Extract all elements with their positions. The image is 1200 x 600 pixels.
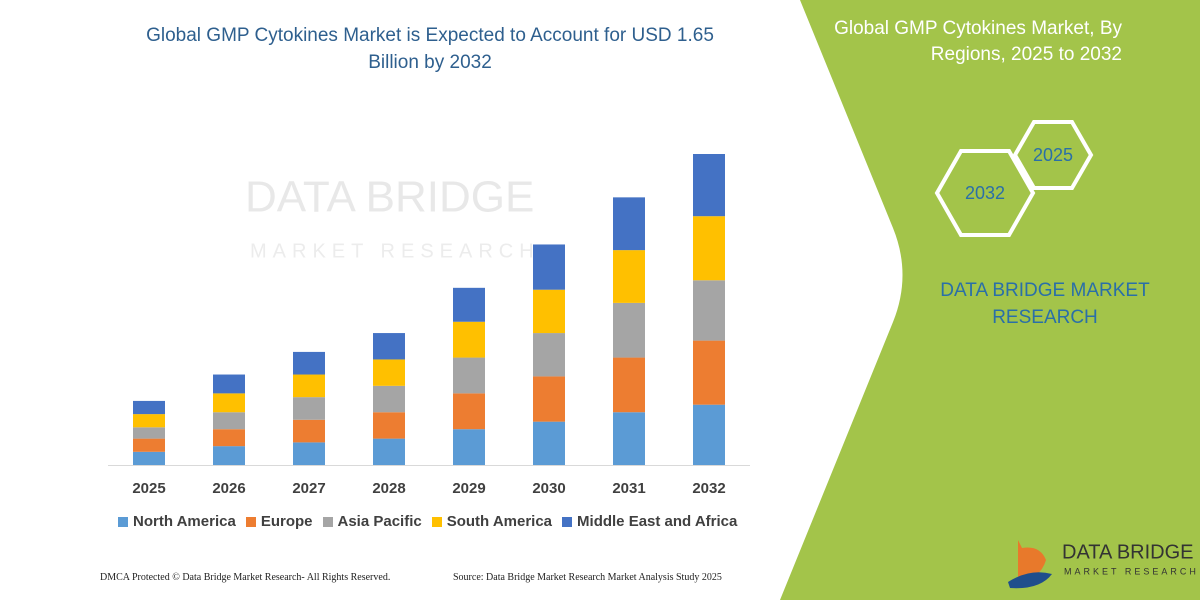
- bar-segment: [693, 340, 725, 405]
- x-tick-label: 2032: [692, 480, 725, 497]
- logo-tagline: MARKET RESEARCH: [1064, 566, 1199, 576]
- bar-segment: [213, 412, 245, 430]
- bar-segment: [133, 414, 165, 428]
- bar-segment: [693, 216, 725, 281]
- chart-title: Global GMP Cytokines Market is Expected …: [146, 25, 714, 73]
- logo-icon: [1008, 572, 1052, 589]
- watermark-name: DATA BRIDGE: [245, 173, 534, 222]
- x-tick-label: 2029: [452, 480, 485, 497]
- brand: DATA BRIDGE MARKET RESEARCH: [940, 280, 1150, 328]
- bar-segment: [213, 446, 245, 465]
- legend-label: South America: [446, 513, 553, 530]
- legend-label: Europe: [260, 513, 313, 530]
- bar-segment: [373, 359, 405, 386]
- bar-segment: [373, 385, 405, 413]
- bar-segment: [533, 333, 565, 377]
- footer-source: Source: Data Bridge Market Research Mark…: [453, 572, 722, 583]
- x-tick-label: 2030: [532, 480, 565, 497]
- bar-segment: [693, 404, 725, 465]
- bar-segment: [373, 412, 405, 439]
- hexagon: [934, 149, 1036, 237]
- legend-swatch: [322, 516, 333, 527]
- legend-item: Asia Pacific: [322, 513, 422, 530]
- bar-segment: [453, 393, 485, 430]
- legend-label: Asia Pacific: [337, 513, 422, 530]
- bar-segment: [613, 412, 645, 465]
- bar-segment: [293, 442, 325, 465]
- bar-segment: [533, 376, 565, 422]
- bar-segment: [533, 244, 565, 290]
- legend-label: Middle East and Africa: [577, 513, 738, 530]
- bar-segment: [213, 393, 245, 413]
- legend-item: Europe: [245, 513, 313, 530]
- bar-segment: [693, 280, 725, 341]
- bar-segment: [453, 429, 485, 465]
- footer-note: DMCA Protected © Data Bridge Market Rese…: [100, 572, 391, 583]
- bar-segment: [373, 333, 405, 360]
- legend-item: North America: [118, 513, 236, 530]
- panel-title: Global GMP Cytokines Market, By Regions,…: [834, 18, 1122, 65]
- hexagon-label: 2032: [965, 183, 1005, 203]
- bar-segment: [453, 287, 485, 322]
- bar-segment: [453, 321, 485, 358]
- logo-icon: [1018, 540, 1046, 580]
- bar-segment: [293, 419, 325, 443]
- x-tick-label: 2025: [132, 480, 165, 497]
- green-panel: [780, 0, 1200, 600]
- bar-segment: [373, 438, 405, 465]
- legend-label: North America: [133, 513, 236, 530]
- bar-segment: [613, 357, 645, 413]
- x-tick-label: 2026: [212, 480, 245, 497]
- hexagon: [1012, 120, 1094, 190]
- bar-segment: [213, 374, 245, 394]
- bar-segment: [293, 397, 325, 420]
- bar-segment: [533, 421, 565, 465]
- legend-item: Middle East and Africa: [562, 513, 737, 530]
- bar-segment: [613, 302, 645, 358]
- bar-segment: [613, 197, 645, 251]
- legend-swatch: [562, 516, 573, 527]
- legend-swatch: [245, 516, 256, 527]
- bar-segment: [693, 154, 725, 217]
- bar-segment: [133, 451, 165, 465]
- bar-segment: [133, 438, 165, 452]
- watermark-tagline: MARKET RESEARCH: [250, 240, 540, 262]
- bar-segment: [613, 250, 645, 303]
- x-tick-label: 2028: [372, 480, 405, 497]
- bar-segment: [533, 289, 565, 334]
- x-tick-label: 2031: [612, 480, 645, 497]
- bar-segment: [133, 427, 165, 439]
- x-tick-label: 2027: [292, 480, 325, 497]
- legend: North America Europe Asia Pacific South Ame…: [118, 513, 737, 530]
- bar-segment: [133, 400, 165, 415]
- legend-item: South America: [431, 513, 553, 530]
- bar-segment: [453, 357, 485, 394]
- plot: 2025 2026 2027 2028 2029 2030 2031 2032: [132, 154, 726, 497]
- logo-name: DATA BRIDGE: [1062, 541, 1194, 563]
- legend-swatch: [118, 516, 128, 527]
- bar-segment: [293, 351, 325, 375]
- hexagon-label: 2025: [1033, 145, 1073, 165]
- bar-segment: [293, 374, 325, 398]
- bar-segment: [213, 429, 245, 447]
- legend-swatch: [431, 516, 442, 527]
